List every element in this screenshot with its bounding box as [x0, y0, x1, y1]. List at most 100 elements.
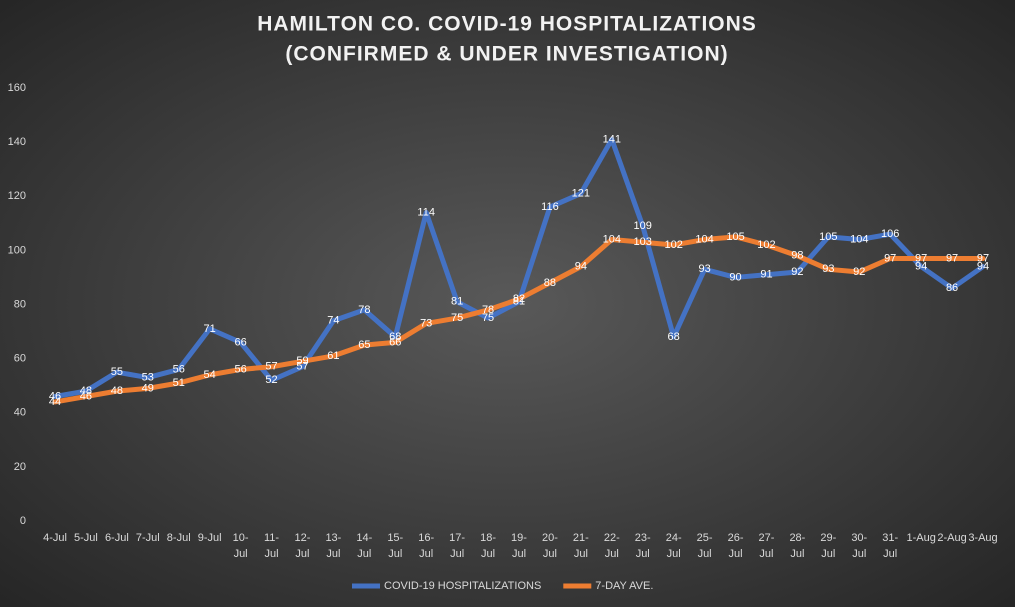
data-label: 54	[204, 369, 216, 381]
data-label: 141	[603, 133, 621, 145]
data-label: 97	[884, 252, 896, 264]
data-label: 44	[49, 396, 61, 408]
data-label: 98	[791, 250, 803, 262]
data-label: 75	[451, 312, 463, 324]
y-tick-label: 100	[8, 244, 26, 256]
x-tick-label: 6-Jul	[105, 532, 129, 544]
x-tick-label: 10-Jul	[233, 532, 249, 560]
data-label: 121	[572, 187, 590, 199]
data-label: 105	[819, 231, 837, 243]
data-label: 81	[513, 296, 525, 308]
data-label: 88	[544, 277, 556, 289]
x-tick-label: 3-Aug	[968, 532, 997, 544]
data-label: 104	[695, 233, 713, 245]
data-label: 109	[634, 220, 652, 232]
data-label: 94	[977, 261, 989, 273]
x-tick-label: 12-Jul	[295, 532, 311, 560]
data-label: 102	[664, 239, 682, 251]
data-label: 106	[881, 228, 899, 240]
legend-label: 7-DAY AVE.	[595, 580, 653, 592]
x-tick-label: 23-Jul	[635, 532, 651, 560]
data-label: 49	[142, 382, 154, 394]
data-label: 46	[49, 390, 61, 402]
data-label: 56	[173, 363, 185, 375]
data-label: 66	[234, 336, 246, 348]
data-label: 57	[296, 361, 308, 373]
data-label: 114	[417, 206, 435, 218]
data-label: 90	[729, 271, 741, 283]
x-tick-label: 18-Jul	[480, 532, 496, 560]
data-label: 93	[698, 263, 710, 275]
data-label: 116	[541, 201, 559, 213]
data-label: 51	[173, 377, 185, 389]
data-label: 86	[946, 282, 958, 294]
series-line	[52, 234, 986, 405]
x-tick-label: 5-Jul	[74, 532, 98, 544]
data-label: 97	[946, 252, 958, 264]
x-tick-label: 2-Aug	[937, 532, 966, 544]
x-tick-label: 14-Jul	[356, 532, 372, 560]
data-label: 94	[575, 261, 587, 273]
data-label: 74	[327, 315, 339, 327]
x-tick-label: 21-Jul	[573, 532, 589, 560]
data-label: 92	[791, 266, 803, 278]
x-tick-label: 13-Jul	[325, 532, 341, 560]
data-label: 57	[265, 361, 277, 373]
chart-title: HAMILTON CO. COVID-19 HOSPITALIZATIONS	[257, 13, 757, 36]
data-label: 48	[111, 385, 123, 397]
data-label: 104	[603, 233, 621, 245]
y-tick-label: 140	[8, 136, 26, 148]
data-label: 104	[850, 233, 868, 245]
x-tick-label: 25-Jul	[697, 532, 713, 560]
y-tick-label: 60	[14, 353, 26, 365]
x-tick-label: 30-Jul	[851, 532, 867, 560]
x-tick-label: 20-Jul	[542, 532, 558, 560]
data-label: 73	[420, 317, 432, 329]
data-label: 53	[142, 371, 154, 383]
x-tick-label: 1-Aug	[906, 532, 935, 544]
x-tick-label: 15-Jul	[387, 532, 403, 560]
x-tick-label: 29-Jul	[820, 532, 836, 560]
x-tick-label: 26-Jul	[728, 532, 744, 560]
data-label: 65	[358, 339, 370, 351]
data-label: 71	[204, 323, 216, 335]
data-label: 91	[760, 269, 772, 281]
x-tick-label: 11-Jul	[264, 532, 279, 560]
data-label: 102	[757, 239, 775, 251]
data-label: 68	[668, 331, 680, 343]
y-tick-label: 160	[8, 82, 26, 94]
legend-label: COVID-19 HOSPITALIZATIONS	[384, 580, 541, 592]
x-tick-label: 8-Jul	[167, 532, 191, 544]
x-tick-label: 28-Jul	[789, 532, 805, 560]
data-label: 52	[265, 374, 277, 386]
x-tick-label: 16-Jul	[418, 532, 434, 560]
data-label: 78	[358, 304, 370, 316]
x-tick-label: 19-Jul	[511, 532, 527, 560]
data-label: 97	[915, 252, 927, 264]
y-tick-label: 0	[20, 515, 26, 527]
x-tick-label: 24-Jul	[666, 532, 682, 560]
y-tick-label: 120	[8, 190, 26, 202]
data-label: 48	[80, 385, 92, 397]
x-tick-label: 22-Jul	[604, 532, 620, 560]
y-tick-label: 40	[14, 407, 26, 419]
data-label: 56	[234, 363, 246, 375]
data-label: 81	[451, 296, 463, 308]
y-tick-label: 20	[14, 461, 26, 473]
data-label: 55	[111, 366, 123, 378]
x-tick-label: 31-Jul	[882, 532, 898, 560]
series-line	[52, 136, 986, 400]
data-label: 97	[977, 252, 989, 264]
data-label: 103	[634, 236, 652, 248]
data-label: 78	[482, 304, 494, 316]
data-label: 94	[915, 261, 927, 273]
x-tick-label: 17-Jul	[449, 532, 465, 560]
data-label: 61	[327, 350, 339, 362]
data-label: 68	[389, 331, 401, 343]
x-tick-label: 27-Jul	[759, 532, 775, 560]
data-label: 92	[853, 266, 865, 278]
y-tick-label: 80	[14, 298, 26, 310]
data-label: 93	[822, 263, 834, 275]
data-label: 105	[726, 231, 744, 243]
